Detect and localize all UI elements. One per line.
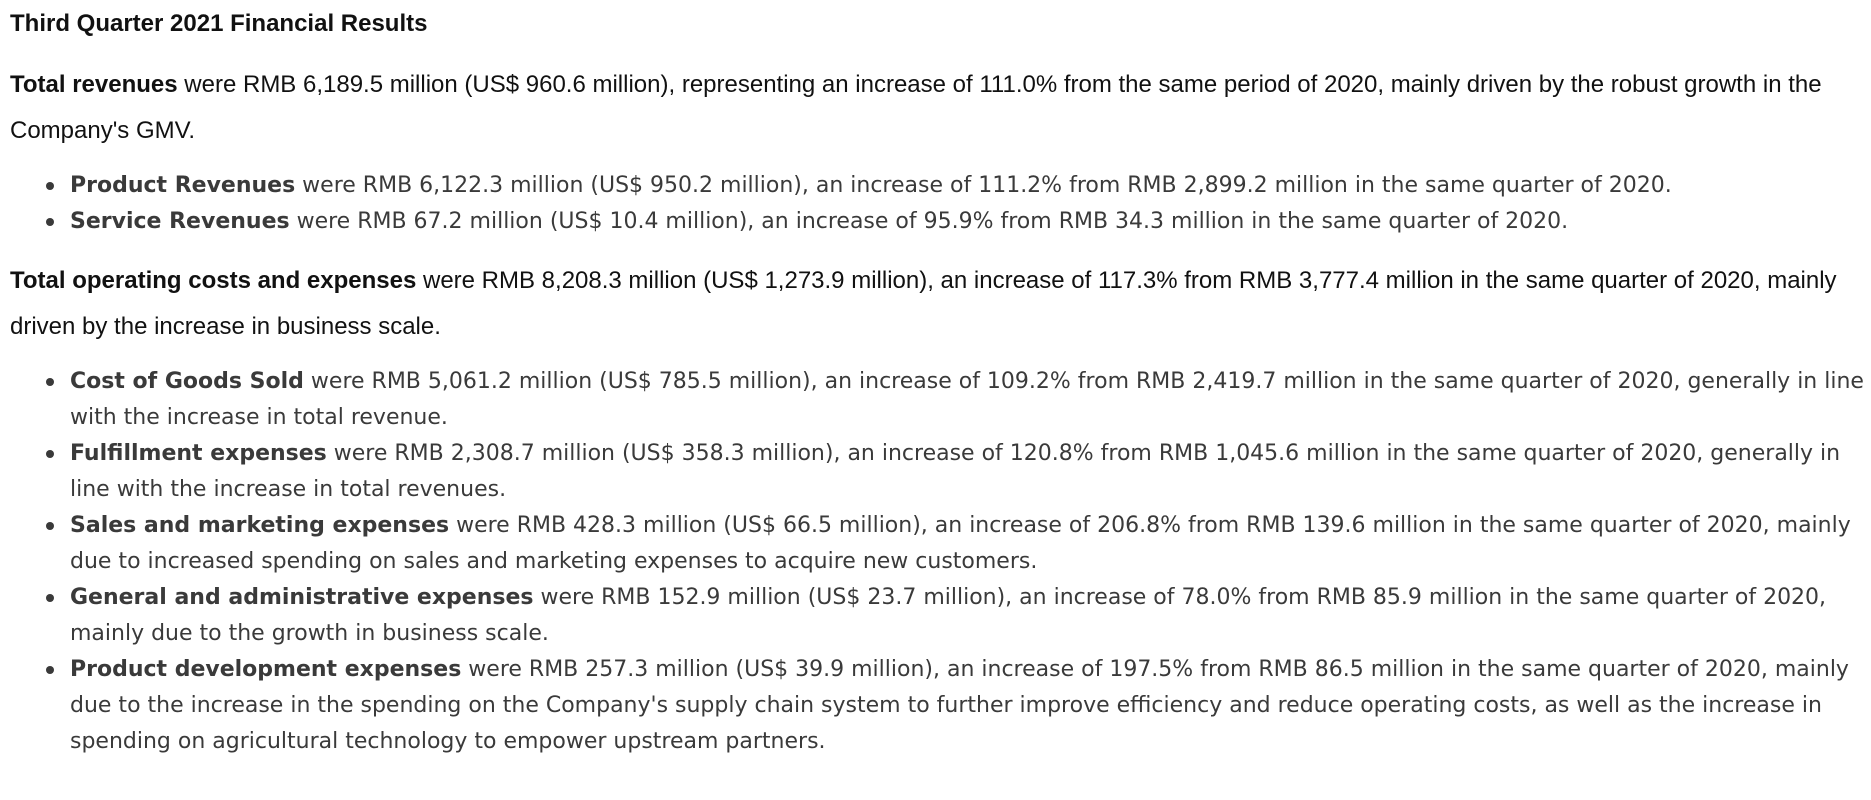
total-revenues-label: Total revenues [10,71,178,98]
total-costs-text: were RMB 8,208.3 million (US$ 1,273.9 mi… [10,267,1837,340]
service-revenues-label: Service Revenues [70,209,290,234]
service-revenues-text: were RMB 67.2 million (US$ 10.4 million)… [289,209,1569,234]
general-admin-expenses-label: General and administrative expenses [70,585,534,610]
list-item-service-revenues: Service Revenues were RMB 67.2 million (… [46,204,1865,240]
product-development-expenses-text: were RMB 257.3 million (US$ 39.9 million… [70,657,1849,754]
list-item-product-revenues: Product Revenues were RMB 6,122.3 millio… [46,168,1865,204]
total-revenues-paragraph: Total revenues were RMB 6,189.5 million … [10,62,1865,154]
list-item-sales-marketing-expenses: Sales and marketing expenses were RMB 42… [46,508,1865,580]
total-costs-paragraph: Total operating costs and expenses were … [10,258,1865,350]
sales-marketing-expenses-label: Sales and marketing expenses [70,513,450,538]
list-item-cost-of-goods-sold: Cost of Goods Sold were RMB 5,061.2 mill… [46,364,1865,436]
fulfillment-expenses-text: were RMB 2,308.7 million (US$ 358.3 mill… [70,441,1841,502]
total-revenues-text: were RMB 6,189.5 million (US$ 960.6 mill… [10,71,1822,144]
product-revenues-text: were RMB 6,122.3 million (US$ 950.2 mill… [295,173,1672,198]
total-costs-label: Total operating costs and expenses [10,267,417,294]
list-item-fulfillment-expenses: Fulfillment expenses were RMB 2,308.7 mi… [46,436,1865,508]
fulfillment-expenses-label: Fulfillment expenses [70,441,327,466]
cost-of-goods-sold-label: Cost of Goods Sold [70,369,304,394]
document-body: Third Quarter 2021 Financial Results Tot… [10,0,1865,760]
sales-marketing-expenses-text: were RMB 428.3 million (US$ 66.5 million… [70,513,1851,574]
list-item-general-admin-expenses: General and administrative expenses were… [46,580,1865,652]
general-admin-expenses-text: were RMB 152.9 million (US$ 23.7 million… [70,585,1827,646]
section-heading: Third Quarter 2021 Financial Results [10,10,428,37]
list-item-product-development-expenses: Product development expenses were RMB 25… [46,652,1865,760]
revenue-breakdown-list: Product Revenues were RMB 6,122.3 millio… [10,168,1865,240]
cost-of-goods-sold-text: were RMB 5,061.2 million (US$ 785.5 mill… [70,369,1864,430]
product-revenues-label: Product Revenues [70,173,296,198]
cost-breakdown-list: Cost of Goods Sold were RMB 5,061.2 mill… [10,364,1865,760]
product-development-expenses-label: Product development expenses [70,657,462,682]
